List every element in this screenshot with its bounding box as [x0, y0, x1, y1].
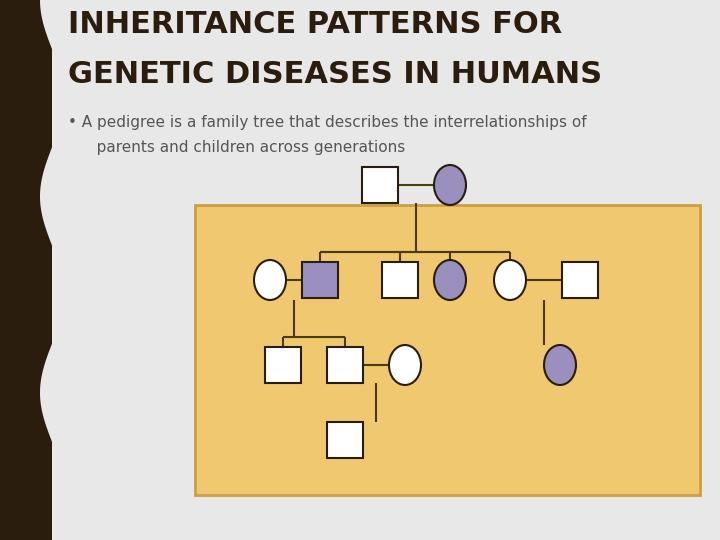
Text: GENETIC DISEASES IN HUMANS: GENETIC DISEASES IN HUMANS [68, 60, 602, 89]
Bar [302, 262, 338, 298]
Bar [382, 262, 418, 298]
Ellipse shape [389, 345, 421, 385]
Bar [265, 347, 301, 383]
Text: parents and children across generations: parents and children across generations [82, 140, 405, 155]
Ellipse shape [434, 165, 466, 205]
Bar [0, 0, 52, 540]
Bar [327, 422, 363, 458]
Bar [327, 347, 363, 383]
Text: • A pedigree is a family tree that describes the interrelationships of: • A pedigree is a family tree that descr… [68, 115, 587, 130]
Bar [562, 262, 598, 298]
Text: INHERITANCE PATTERNS FOR: INHERITANCE PATTERNS FOR [68, 10, 562, 39]
Ellipse shape [434, 260, 466, 300]
Bar [362, 167, 398, 203]
Polygon shape [40, 0, 90, 540]
Bar [195, 205, 700, 495]
Ellipse shape [254, 260, 286, 300]
Ellipse shape [544, 345, 576, 385]
Ellipse shape [494, 260, 526, 300]
